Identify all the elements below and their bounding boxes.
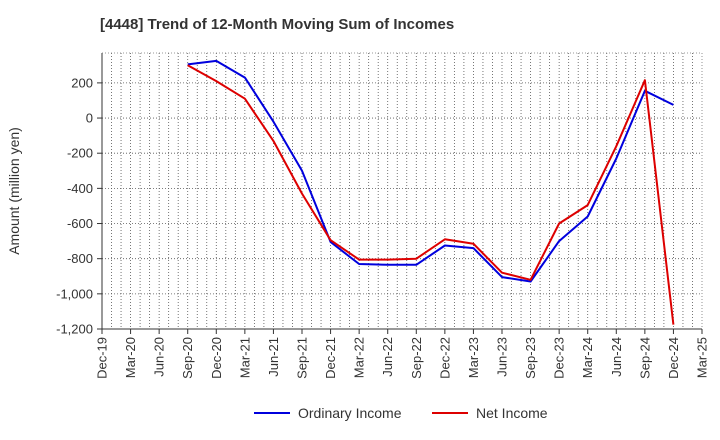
series-lines xyxy=(187,59,675,325)
x-tick-label: Jun-23 xyxy=(495,337,510,377)
legend-swatch-ordinary-income xyxy=(254,412,290,414)
y-tick-label: 0 xyxy=(86,111,93,126)
x-tick-label: Mar-24 xyxy=(580,337,595,378)
series-line-ordinary-income xyxy=(187,59,674,283)
x-tick-label: Dec-21 xyxy=(323,337,338,379)
x-tick-label: Dec-23 xyxy=(552,337,567,379)
x-tick-label: Dec-24 xyxy=(666,337,681,379)
y-tick-label: -200 xyxy=(67,146,93,161)
y-tick-label: 200 xyxy=(71,75,93,90)
axes xyxy=(97,52,703,334)
legend-label-net-income: Net Income xyxy=(476,405,548,421)
x-tick-label: Dec-20 xyxy=(209,337,224,379)
x-tick-label: Mar-25 xyxy=(695,337,710,378)
x-tick-label: Sep-23 xyxy=(523,337,538,379)
x-tick-label: Dec-22 xyxy=(437,337,452,379)
x-tick-label: Mar-22 xyxy=(352,337,367,378)
plot-background xyxy=(102,53,702,329)
y-axis-title: Amount (million yen) xyxy=(6,127,22,255)
x-tick-label: Sep-22 xyxy=(409,337,424,379)
x-tick-label: Jun-21 xyxy=(266,337,281,377)
x-tick-label: Sep-21 xyxy=(295,337,310,379)
x-tick-label: Dec-19 xyxy=(95,337,110,379)
x-tick-label: Sep-20 xyxy=(180,337,195,379)
y-tick-label: -1,200 xyxy=(56,322,93,337)
chart-legend: Ordinary Income Net Income xyxy=(0,405,720,425)
chart-title: [4448] Trend of 12-Month Moving Sum of I… xyxy=(100,16,455,33)
series-line-net-income xyxy=(187,64,675,325)
y-tick-label: -800 xyxy=(67,251,93,266)
legend-item-net-income: Net Income xyxy=(432,405,548,421)
y-tick-label: -400 xyxy=(67,181,93,196)
y-tick-label: -1,000 xyxy=(56,286,93,301)
x-tick-label: Jun-22 xyxy=(380,337,395,377)
legend-item-ordinary-income: Ordinary Income xyxy=(254,405,401,421)
legend-label-ordinary-income: Ordinary Income xyxy=(298,405,402,421)
legend-swatch-net-income xyxy=(432,412,468,414)
grid-lines xyxy=(102,53,702,329)
x-tick-label: Jun-20 xyxy=(152,337,167,377)
x-tick-label: Mar-21 xyxy=(237,337,252,378)
y-tick-label: -600 xyxy=(67,216,93,231)
x-tick-label: Jun-24 xyxy=(609,337,624,377)
x-tick-label: Mar-20 xyxy=(123,337,138,378)
x-tick-label: Mar-23 xyxy=(466,337,481,378)
x-tick-label: Sep-24 xyxy=(637,337,652,379)
